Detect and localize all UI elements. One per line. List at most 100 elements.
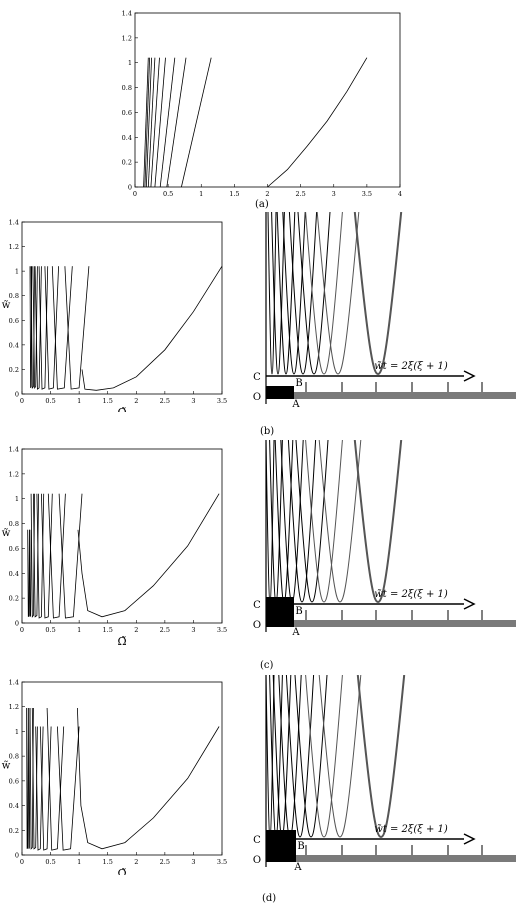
x-tick-label: 2.5	[295, 190, 305, 198]
data-series-line	[29, 529, 32, 617]
point-A-label: A	[293, 862, 302, 873]
y-tick-label: 1.4	[9, 679, 19, 687]
x-tick-label: 1.5	[103, 858, 113, 866]
x-tick-label: 2	[265, 190, 269, 198]
point-A-label: A	[291, 627, 300, 638]
base-track	[294, 392, 516, 399]
zoom-curve	[318, 440, 362, 603]
zoom-curve	[297, 212, 331, 375]
zoom-curve	[285, 675, 315, 838]
block-OA	[266, 597, 294, 627]
point-C-label: C	[253, 372, 261, 383]
point-B-label: B	[297, 841, 304, 852]
threshold-arrow-head	[463, 598, 476, 610]
y-tick-label: 0.4	[9, 570, 19, 578]
y-tick-label: 1.2	[9, 470, 19, 478]
x-tick-label: 2	[134, 858, 138, 866]
x-tick-label: 2.5	[160, 626, 170, 634]
data-series-line	[64, 266, 90, 390]
y-axis-label: w̃	[2, 528, 11, 539]
x-tick-label: 2.5	[160, 397, 170, 405]
x-tick-label: 3	[191, 626, 195, 634]
y-tick-label: 0.4	[9, 341, 19, 349]
plot-frame	[21, 221, 223, 395]
y-tick-label: 0	[128, 184, 132, 192]
y-tick-label: 0.8	[9, 292, 19, 300]
plot-frame	[21, 681, 223, 856]
zoom-curve	[295, 440, 329, 603]
x-tick-label: 0	[133, 190, 137, 198]
x-tick-label: 1	[77, 626, 81, 634]
x-tick-label: 1	[199, 190, 203, 198]
x-tick-label: 0.5	[45, 858, 55, 866]
x-tick-label: 3.5	[217, 397, 227, 405]
chart-panel-b: 0 0.5 1 1.5 2 2.5 3 3.5 0 0.2 0.4 0.6 0.8 1 1.2 1.4 w̃ Ω̃	[2, 219, 227, 413]
y-tick-label: 0.6	[122, 109, 132, 117]
x-tick-label: 2	[134, 397, 138, 405]
y-axis-label: w̃	[2, 300, 11, 311]
threshold-equation: w̃t = 2ξ(ξ + 1)	[374, 589, 448, 600]
y-tick-label: 0.2	[9, 366, 19, 374]
point-O-label: O	[253, 392, 261, 403]
y-tick-label: 1.2	[9, 243, 19, 251]
chart-panel-d: 0 0.5 1 1.5 2 2.5 3 3.5 0 0.2 0.4 0.6 0.8 1 1.2 1.4 w̃ Ω̃	[2, 679, 227, 876]
data-series-line	[57, 726, 80, 851]
data-series-line	[36, 493, 45, 619]
block-OA	[266, 386, 294, 399]
base-track	[296, 855, 516, 862]
y-tick-label: 0	[15, 852, 19, 860]
x-tick-label: 3	[191, 397, 195, 405]
y-tick-label: 1	[15, 728, 19, 736]
point-B-label: B	[295, 378, 302, 389]
x-axis-label: Ω̃	[117, 867, 126, 875]
x-tick-label: 1.5	[103, 626, 113, 634]
x-tick-label: 4	[398, 190, 402, 198]
x-tick-label: 2	[134, 626, 138, 634]
y-tick-label: 0.2	[122, 159, 132, 167]
data-series-line	[166, 57, 187, 188]
data-series-line	[58, 493, 83, 619]
y-tick-label: 1.4	[122, 10, 132, 18]
y-tick-label: 1.4	[9, 446, 19, 454]
data-series-line	[46, 707, 65, 851]
plot-frame	[134, 12, 401, 188]
y-tick-label: 1.2	[122, 34, 132, 42]
data-series-line	[81, 265, 223, 391]
x-tick-label: 3	[332, 190, 336, 198]
plot-frame	[21, 448, 223, 624]
y-tick-label: 0.6	[9, 545, 19, 553]
data-series-line	[41, 493, 53, 619]
data-series-line	[47, 493, 66, 619]
point-O-label: O	[253, 855, 261, 866]
y-tick-label: 0.2	[9, 827, 19, 835]
block-OA	[266, 830, 296, 862]
x-tick-label: 0	[20, 858, 24, 866]
caption-b: (b)	[260, 426, 275, 437]
zoom-panel-c: w̃t = 2ξ(ξ + 1) C B O A	[253, 440, 516, 638]
point-C-label: C	[253, 600, 261, 611]
caption-a: (a)	[255, 199, 269, 210]
data-series-line	[39, 726, 52, 851]
x-tick-label: 0.5	[45, 626, 55, 634]
zoom-curve	[318, 675, 362, 838]
zoom-curve	[288, 212, 318, 375]
data-series-line	[27, 529, 30, 617]
x-tick-label: 3.5	[362, 190, 372, 198]
zoom-curve	[353, 212, 403, 376]
chart-panel-a: 0 0.5 1 1.5 2 2.5 3 3.5 4 0 0.2 0.4 0.6 0.8 1 1.2 1.4	[122, 10, 402, 199]
x-axis-label: Ω̃	[117, 406, 126, 412]
y-tick-label: 0.2	[9, 595, 19, 603]
data-series-line	[147, 57, 156, 188]
data-series-line	[181, 57, 212, 188]
y-tick-label: 0.8	[122, 84, 132, 92]
data-series-line	[51, 266, 73, 390]
data-series-line	[150, 57, 160, 188]
x-tick-label: 0.5	[163, 190, 173, 198]
threshold-arrow-head	[463, 370, 476, 382]
y-tick-label: 0.8	[9, 520, 19, 528]
threshold-equation: w̃t = 2ξ(ξ + 1)	[374, 824, 448, 835]
data-series-line	[159, 57, 176, 188]
x-tick-label: 0.5	[45, 397, 55, 405]
zoom-panel-b: w̃t = 2ξ(ξ + 1) C B O A	[253, 212, 516, 410]
zoom-curve	[287, 440, 317, 603]
